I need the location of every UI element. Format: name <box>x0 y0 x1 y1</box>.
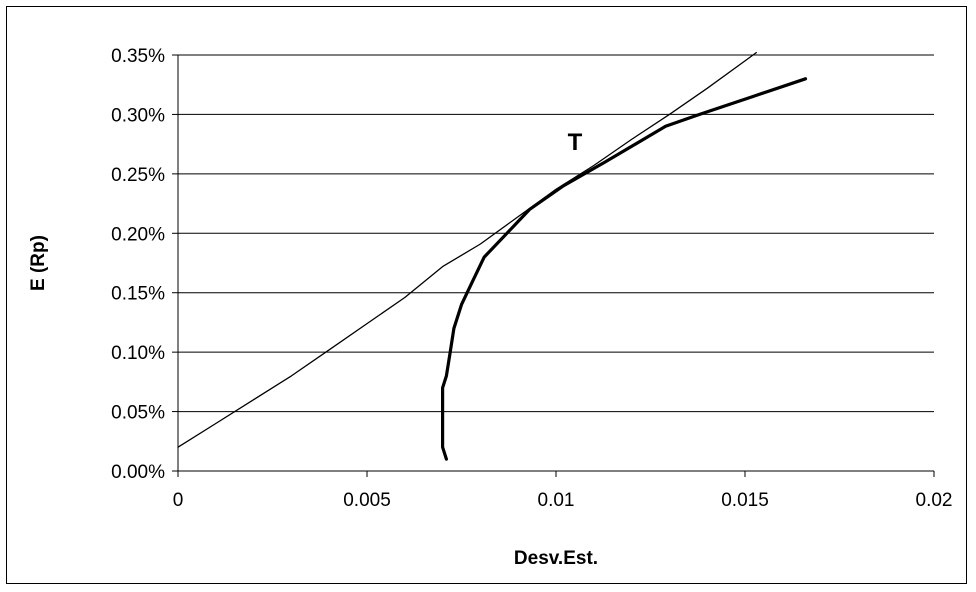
series-line-1 <box>177 51 757 448</box>
y-tick-label: 0.05% <box>111 403 165 424</box>
annotation-label: T <box>568 129 583 156</box>
y-axis-title: E (Rp) <box>28 235 49 291</box>
x-tick-label: 0.02 <box>916 490 953 511</box>
grid-lines <box>178 54 934 472</box>
axes <box>172 54 935 477</box>
y-tick-label: 0.00% <box>111 462 165 483</box>
x-tick-label: 0.005 <box>343 490 391 511</box>
chart-frame <box>6 6 967 584</box>
series-line-2 <box>441 77 808 461</box>
y-tick-label: 0.25% <box>111 165 165 186</box>
tick-labels: 0.00% 0.05% 0.10% 0.15% 0.20% 0.25% 0.30% 0.35%… <box>111 46 952 511</box>
series <box>177 51 808 461</box>
annotations: T <box>568 129 583 156</box>
x-tick-label: 0.01 <box>538 490 575 511</box>
y-tick-label: 0.20% <box>111 224 165 245</box>
x-tick-label: 0.015 <box>721 490 769 511</box>
y-tick-label: 0.35% <box>111 46 165 67</box>
x-tick-label: 0 <box>173 490 184 511</box>
x-axis-title: Desv.Est. <box>514 548 598 569</box>
y-tick-label: 0.15% <box>111 284 165 305</box>
y-tick-label: 0.10% <box>111 343 165 364</box>
y-tick-label: 0.30% <box>111 105 165 126</box>
